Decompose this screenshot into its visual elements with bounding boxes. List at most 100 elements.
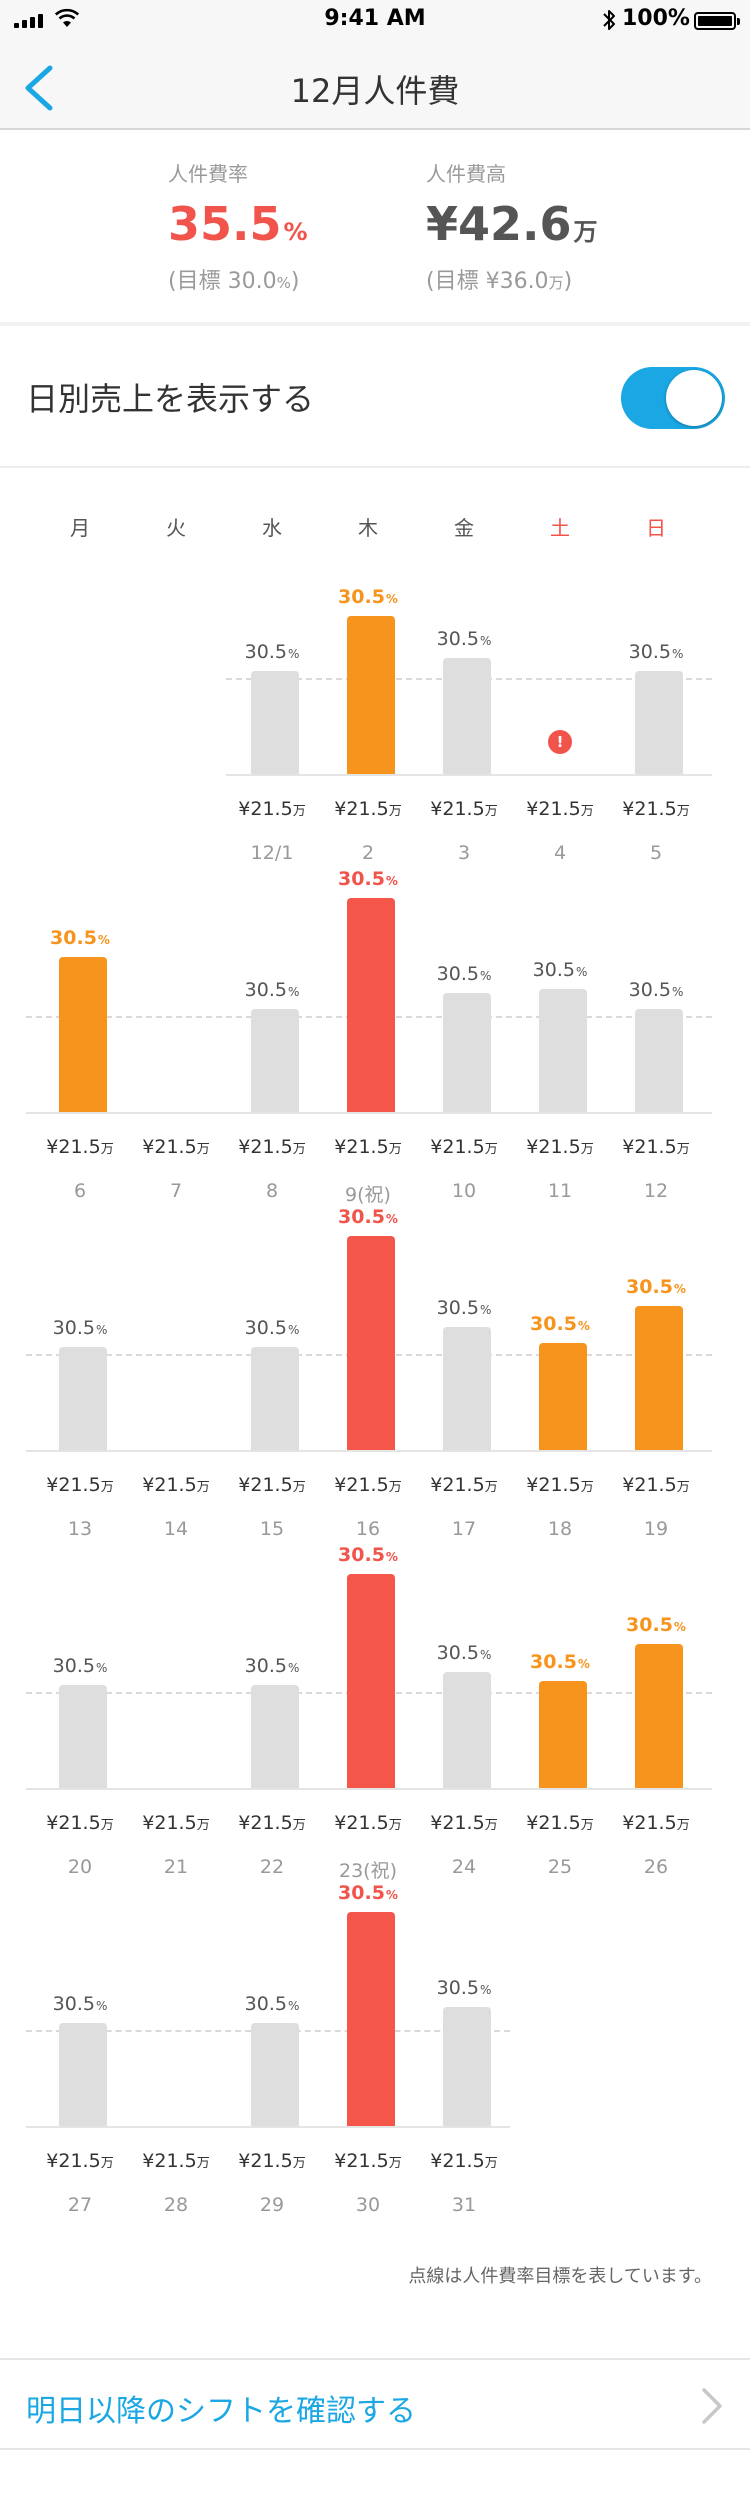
weekday-mon: 月 — [70, 516, 90, 540]
day-cell[interactable]: 30.5% ¥21.5万 12 — [608, 898, 704, 1236]
weekday-sat: 土 — [550, 516, 570, 540]
day-date: 28 — [163, 2194, 189, 2216]
day-date: 22 — [259, 1856, 285, 1878]
weekday-sun: 日 — [646, 516, 666, 540]
labor-rate-bar — [251, 2023, 299, 2126]
day-cell[interactable]: ! ¥21.5万 4 — [512, 560, 608, 898]
labor-rate-label: 30.5% — [244, 1993, 300, 2016]
labor-rate-bar — [539, 988, 587, 1112]
labor-rate-bar — [347, 616, 395, 774]
labor-rate-label: 30.5% — [338, 868, 398, 891]
day-date: 30 — [355, 2194, 381, 2216]
labor-rate-bar — [539, 1681, 587, 1788]
labor-cost-rate-goal: (目標 30.0%) — [168, 269, 300, 294]
labor-rate-label: 30.5% — [436, 962, 492, 985]
labor-rate-bar — [635, 1306, 683, 1450]
day-cell[interactable]: 30.5% ¥21.5万 17 — [416, 1236, 512, 1574]
day-date: 23(祝) — [338, 1860, 397, 1882]
daily-sales: ¥21.5万 — [334, 2150, 402, 2172]
day-cell[interactable]: ¥21.5万 14 — [128, 1236, 224, 1574]
daily-sales: ¥21.5万 — [430, 1474, 498, 1496]
daily-sales: ¥21.5万 — [334, 1812, 402, 1834]
daily-labor-cost-calendar: 30.5% ¥21.5万 12/1 30.5% ¥21.5万 2 30.5% ¥21.5万 3!… — [0, 560, 750, 2226]
day-cell[interactable]: 30.5% ¥21.5万 31 — [416, 1912, 512, 2250]
day-cell[interactable]: 30.5% ¥21.5万 20 — [32, 1574, 128, 1912]
day-cell[interactable]: 30.5% ¥21.5万 27 — [32, 1912, 128, 2250]
back-chevron-icon[interactable] — [14, 58, 64, 114]
day-cell[interactable]: 30.5% ¥21.5万 12/1 — [224, 560, 320, 898]
section-divider — [0, 466, 750, 468]
summary-panel: 人件費率 35.5% (目標 30.0%) 人件費高 ¥42.6万 (目標 ¥3… — [0, 132, 750, 322]
day-date: 9(祝) — [345, 1184, 391, 1206]
labor-rate-bar — [251, 1347, 299, 1450]
day-cell[interactable]: 30.5% ¥21.5万 13 — [32, 1236, 128, 1574]
week-baseline — [226, 774, 712, 776]
labor-cost-rate: 人件費率 35.5% (目標 30.0%) — [168, 158, 308, 295]
day-date: 3 — [457, 842, 471, 864]
labor-cost-amount-label: 人件費高 — [426, 162, 506, 186]
daily-sales: ¥21.5万 — [46, 1136, 114, 1158]
day-date: 11 — [547, 1180, 573, 1202]
day-date: 27 — [67, 2194, 93, 2216]
week-baseline — [26, 1112, 712, 1114]
day-cell[interactable]: 30.5% ¥21.5万 3 — [416, 560, 512, 898]
daily-sales-toggle-row: 日別売上を表示する — [0, 326, 750, 466]
labor-rate-label: 30.5% — [436, 1641, 492, 1664]
day-cell[interactable]: 30.5% ¥21.5万 22 — [224, 1574, 320, 1912]
day-cell[interactable]: 30.5% ¥21.5万 25 — [512, 1574, 608, 1912]
daily-sales: ¥21.5万 — [430, 1812, 498, 1834]
daily-sales: ¥21.5万 — [334, 1474, 402, 1496]
daily-sales: ¥21.5万 — [142, 1812, 210, 1834]
daily-sales: ¥21.5万 — [526, 1812, 594, 1834]
daily-sales: ¥21.5万 — [46, 1474, 114, 1496]
day-date: 4 — [553, 842, 567, 864]
day-date: 21 — [163, 1856, 189, 1878]
day-date: 7 — [169, 1180, 183, 1202]
weekday-wed: 水 — [262, 516, 282, 540]
day-date: 14 — [163, 1518, 189, 1540]
weekday-tue: 火 — [166, 516, 186, 540]
day-cell[interactable]: 30.5% ¥21.5万 18 — [512, 1236, 608, 1574]
labor-rate-bar — [251, 1009, 299, 1112]
labor-rate-label: 30.5% — [52, 1993, 108, 2016]
daily-sales: ¥21.5万 — [142, 2150, 210, 2172]
day-cell[interactable]: 30.5% ¥21.5万 30 — [320, 1882, 416, 2250]
day-cell[interactable]: ¥21.5万 21 — [128, 1574, 224, 1912]
day-cell[interactable]: 30.5% ¥21.5万 24 — [416, 1574, 512, 1912]
labor-rate-label: 30.5% — [338, 1544, 398, 1567]
labor-rate-label: 30.5% — [338, 586, 398, 609]
labor-cost-rate-label: 人件費率 — [168, 162, 248, 186]
day-cell[interactable]: 30.5% ¥21.5万 10 — [416, 898, 512, 1236]
day-cell[interactable]: 30.5% ¥21.5万 9(祝) — [320, 868, 416, 1236]
day-cell[interactable]: 30.5% ¥21.5万 2 — [320, 560, 416, 898]
day-cell[interactable]: 30.5% ¥21.5万 29 — [224, 1912, 320, 2250]
upcoming-shifts-link[interactable]: 明日以降のシフトを確認する — [0, 2358, 750, 2450]
day-cell[interactable]: 30.5% ¥21.5万 6 — [32, 898, 128, 1236]
labor-rate-label: 30.5% — [530, 1313, 590, 1336]
day-cell[interactable]: ¥21.5万 7 — [128, 898, 224, 1236]
day-cell[interactable]: 30.5% ¥21.5万 16 — [320, 1206, 416, 1574]
labor-cost-amount-value: ¥42.6万 — [426, 197, 598, 251]
day-cell[interactable]: 30.5% ¥21.5万 23(祝) — [320, 1544, 416, 1912]
labor-rate-bar — [443, 1671, 491, 1788]
labor-rate-bar — [59, 1347, 107, 1450]
chevron-right-icon — [702, 2388, 722, 2424]
day-cell[interactable]: 30.5% ¥21.5万 26 — [608, 1574, 704, 1912]
status-bar: 9:41 AM 100% — [0, 0, 750, 40]
day-cell[interactable]: ¥21.5万 28 — [128, 1912, 224, 2250]
labor-rate-label: 30.5% — [628, 641, 684, 664]
day-date: 26 — [643, 1856, 669, 1878]
day-cell[interactable]: 30.5% ¥21.5万 15 — [224, 1236, 320, 1574]
daily-sales-toggle-switch[interactable] — [621, 367, 725, 429]
labor-rate-label: 30.5% — [52, 1655, 108, 1678]
labor-rate-label: 30.5% — [532, 958, 588, 981]
labor-rate-label: 30.5% — [436, 1296, 492, 1319]
toggle-knob — [666, 370, 722, 426]
day-cell[interactable]: 30.5% ¥21.5万 19 — [608, 1236, 704, 1574]
day-cell[interactable]: 30.5% ¥21.5万 5 — [608, 560, 704, 898]
day-cell[interactable]: 30.5% ¥21.5万 8 — [224, 898, 320, 1236]
daily-sales: ¥21.5万 — [526, 1136, 594, 1158]
day-date: 20 — [67, 1856, 93, 1878]
daily-sales: ¥21.5万 — [622, 1812, 690, 1834]
day-cell[interactable]: 30.5% ¥21.5万 11 — [512, 898, 608, 1236]
